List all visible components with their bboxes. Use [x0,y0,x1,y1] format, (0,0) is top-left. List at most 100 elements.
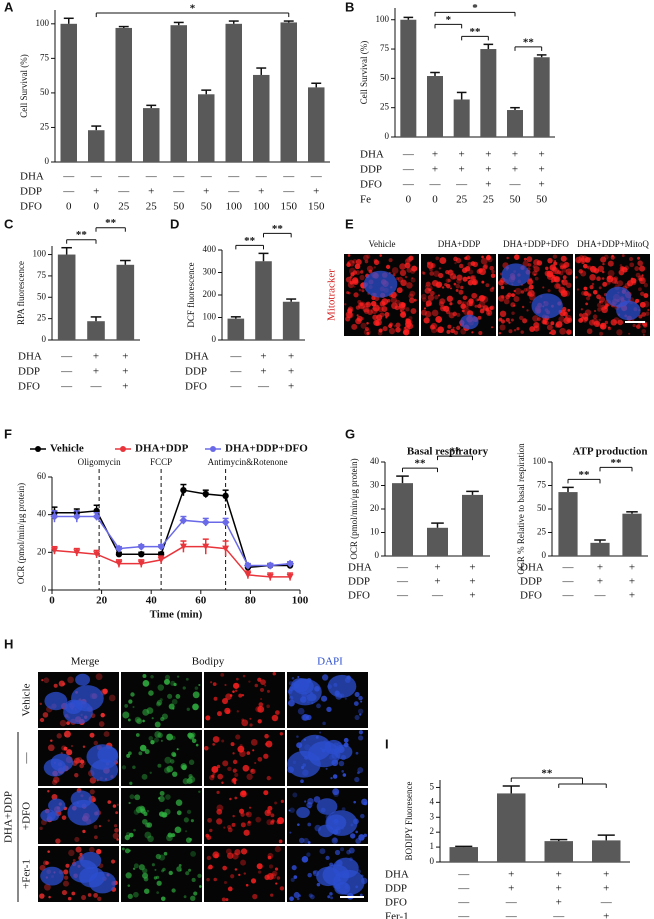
texture [230,742,235,747]
row-sign: + [288,366,294,378]
texture [142,680,150,687]
row-sign: + [93,186,99,198]
x-tick-label: 40 [146,595,158,607]
nucleus [71,685,104,712]
texture [142,673,147,678]
row-sign: — [229,366,242,378]
texture [373,259,380,266]
texture [297,823,300,827]
group-label: DHA+DDP [3,791,15,843]
texture [553,261,558,266]
texture [581,257,586,262]
row-label: — [21,752,33,765]
texture [437,326,444,334]
texture [583,319,587,323]
texture [73,757,81,764]
texture [439,298,446,305]
texture [198,790,201,794]
texture [458,263,464,269]
column-label: DAPI [317,656,343,668]
texture [446,329,451,334]
texture [347,308,353,314]
texture [185,871,190,876]
texture [319,731,322,734]
texture [176,866,182,872]
texture [622,267,628,273]
bar [400,19,417,137]
texture [243,829,250,836]
bar [88,130,105,162]
texture [341,770,344,773]
texture [293,875,298,879]
texture [321,674,329,681]
texture [139,744,147,752]
row-label: DDP [348,576,370,588]
texture [592,289,598,295]
texture [584,257,591,263]
y-axis-label: OCR (pmol/min/μg protein) [16,483,26,584]
row-sign: — [200,171,213,183]
texture [67,676,74,684]
texture [602,281,608,287]
texture [602,262,605,266]
texture [422,297,427,302]
texture [511,293,515,298]
texture [231,822,236,827]
texture [257,870,262,874]
row-label: DHA [360,149,384,161]
row-sign: — [90,171,103,183]
texture [513,289,516,293]
texture [350,272,355,277]
texture [639,301,646,308]
y-tick-label: 50 [380,72,390,82]
texture [352,259,358,264]
texture [399,269,407,277]
texture [230,874,235,879]
texture [47,850,50,853]
texture [232,752,235,755]
texture [356,314,359,317]
texture [112,804,117,808]
texture [601,277,605,280]
texture [213,877,218,882]
texture [444,282,448,287]
texture [593,309,597,313]
texture [189,838,193,841]
texture [480,257,488,265]
texture [526,309,529,312]
texture [263,753,269,759]
texture [628,332,631,335]
bar [308,87,325,162]
texture [172,707,175,710]
texture [225,848,232,855]
texture [334,849,341,856]
y-tick-label: 5 [430,782,435,792]
texture [638,287,642,292]
texture [621,254,625,258]
texture [188,733,195,740]
texture [195,743,199,747]
texture [438,267,442,270]
texture [637,256,641,260]
texture [182,686,186,690]
nucleus [334,881,351,895]
bar [198,94,215,162]
texture [394,305,400,311]
texture [425,300,432,307]
texture [254,761,257,765]
row-sign: — [60,366,73,378]
column-label: DHA+DDP [438,239,481,249]
texture [223,826,226,829]
texture [583,286,588,291]
texture [597,265,605,272]
row-sign: + [469,590,475,602]
row-label: Vehicle [21,683,33,716]
texture [544,320,549,326]
texture [381,306,388,312]
texture [122,711,130,719]
texture [347,259,355,267]
texture [461,301,465,304]
texture [478,295,486,302]
texture [461,267,468,274]
y-tick-label: 50 [40,87,50,97]
